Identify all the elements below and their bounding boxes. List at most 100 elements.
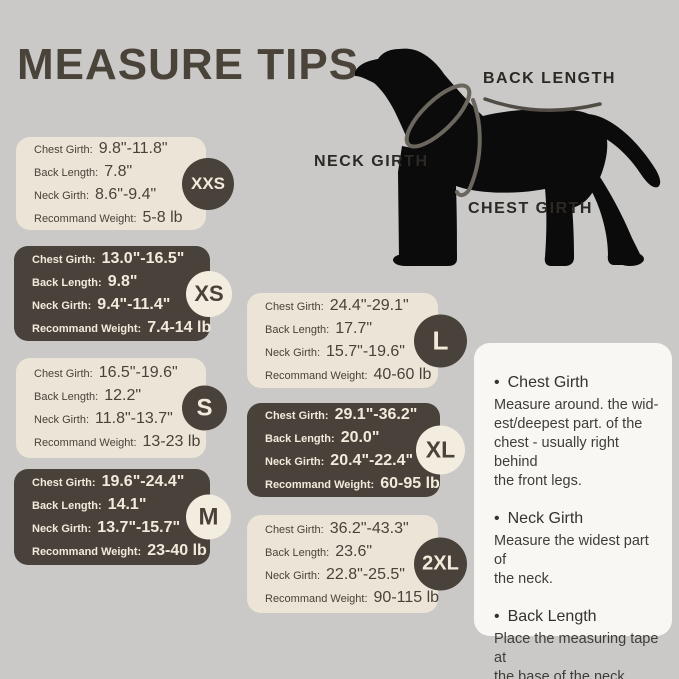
size-card-m: Chest Girth: 19.6"-24.4" Back Length: 14.1… [14,469,231,565]
neck-row: Neck Girth: 20.4"-22.4" [265,450,422,473]
chest-value: 19.6"-24.4" [101,473,185,490]
weight-value: 7.4-14 lb [147,318,212,336]
size-card-l: Chest Girth: 24.4"-29.1" Back Length: 17.7… [247,293,467,388]
back-length-line [483,97,602,112]
size-card-xs: Chest Girth: 13.0"-16.5" Back Length: 9.8"… [14,246,232,341]
size-badge-xs: XS [186,270,232,317]
weight-row: Recommand Weight: 13-23 lb [34,431,200,454]
back-row: Back Length: 14.1" [32,494,192,517]
tip-title: Back Length [507,608,597,625]
weight-label: Recommand Weight: [34,212,137,225]
weight-value: 60-95 lb [380,475,440,492]
size-card-2xl: Chest Girth: 36.2"-43.3" Back Length: 23.6… [247,515,467,613]
neck-row: Neck Girth: 8.6"-9.4" [34,184,188,207]
page-title: MEASURE TIPS [17,40,360,89]
back-value: 12.2" [104,387,142,404]
back-row: Back Length: 12.2" [34,385,188,408]
back-value: 17.7" [335,319,373,337]
neck-value: 22.8"-25.5" [326,566,405,583]
neck-row: Neck Girth: 15.7"-19.6" [265,341,420,364]
neck-row: Neck Girth: 22.8"-25.5" [265,564,420,587]
weight-row: Recommand Weight: 7.4-14 lb [32,317,211,340]
chest-value: 9.8"-11.8" [98,139,168,157]
chest-row: Chest Girth: 19.6"-24.4" [32,471,192,494]
tip-heading: • Back Length [494,607,664,627]
size-badge-2xl: 2XL [414,537,467,591]
chest-row: Chest Girth: 9.8"-11.8" [34,138,188,161]
weight-label: Recommand Weight: [32,322,142,335]
tip-title: Chest Girth [507,374,589,391]
neck-label: Neck Girth: [34,414,90,426]
tip-heading: • Neck Girth [494,509,664,529]
tip-body: Place the measuring tape at the base of … [494,631,659,679]
back-row: Back Length: 20.0" [265,427,422,450]
weight-label: Recommand Weight: [265,479,375,491]
back-value: 20.0" [340,429,380,446]
back-label: Back Length: [265,433,335,445]
back-value: 14.1" [107,496,147,513]
back-value: 7.8" [104,162,133,180]
neck-value: 8.6"-9.4" [95,185,157,203]
tip-title: Neck Girth [507,510,584,527]
neck-girth-line [404,83,472,149]
bullet-icon: • [494,608,500,625]
chest-label: Chest Girth: [34,368,93,380]
neck-label: Neck Girth: [265,346,321,359]
chest-label: Chest Girth: [265,524,324,536]
weight-label: Recommand Weight: [32,546,142,558]
chest-value: 36.2"-43.3" [329,520,409,537]
size-badge-m: M [186,494,231,540]
weight-label: Recommand Weight: [265,369,368,382]
back-row: Back Length: 17.7" [265,318,420,341]
chest-label: Chest Girth: [32,477,96,489]
back-row: Back Length: 7.8" [34,161,188,184]
weight-value: 5-8 lb [142,208,183,226]
chest-value: 24.4"-29.1" [329,296,409,314]
size-badge-s: S [182,385,227,431]
weight-row: Recommand Weight: 23-40 lb [32,540,207,563]
back-label: Back Length: [265,323,330,336]
chest-value: 29.1"-36.2" [334,406,418,423]
chest-row: Chest Girth: 16.5"-19.6" [34,362,188,385]
weight-value: 90-115 lb [373,589,440,606]
size-badge-l: L [414,314,467,367]
size-card-xxs: Chest Girth: 9.8"-11.8" Back Length: 7.8" … [16,137,234,230]
back-value: 23.6" [335,543,373,560]
bullet-icon: • [494,374,500,391]
chest-value: 16.5"-19.6" [98,364,178,381]
neck-row: Neck Girth: 11.8"-13.7" [34,408,188,431]
neck-value: 9.4"-11.4" [97,295,171,313]
back-label: Back Length: [34,166,99,179]
chest-row: Chest Girth: 13.0"-16.5" [32,248,192,271]
chest-girth-line [455,98,482,198]
weight-row: Recommand Weight: 5-8 lb [34,207,188,230]
bullet-icon: • [494,510,500,527]
back-row: Back Length: 9.8" [32,271,192,294]
neck-value: 15.7"-19.6" [326,342,405,360]
neck-label: Neck Girth: [32,299,92,312]
back-row: Back Length: 23.6" [265,541,420,564]
neck-row: Neck Girth: 9.4"-11.4" [32,294,192,317]
chest-label: Chest Girth: [34,143,93,156]
chest-row: Chest Girth: 36.2"-43.3" [265,518,420,541]
size-badge-xxs: XXS [182,157,234,210]
weight-value: 13-23 lb [142,433,201,450]
weight-value: 23-40 lb [147,542,207,559]
back-label: Back Length: [32,500,102,512]
chest-label: Chest Girth: [32,253,96,266]
neck-label: Neck Girth: [265,456,325,468]
chest-row: Chest Girth: 29.1"-36.2" [265,404,422,427]
chest-girth-label: CHEST GIRTH [468,200,593,217]
back-label: Back Length: [32,276,102,289]
neck-row: Neck Girth: 13.7"-15.7" [32,517,192,540]
back-length-label: BACK LENGTH [483,70,616,87]
tip-heading: • Chest Girth [494,373,664,393]
tip-back-length: • Back Length Place the measuring tape at… [494,607,664,679]
tip-body: Measure the widest part of the neck. [494,533,649,587]
neck-value: 20.4"-22.4" [330,452,414,469]
weight-label: Recommand Weight: [34,437,137,449]
back-value: 9.8" [107,272,138,290]
tip-neck-girth: • Neck Girth Measure the widest part of t… [494,509,664,589]
neck-label: Neck Girth: [32,523,92,535]
